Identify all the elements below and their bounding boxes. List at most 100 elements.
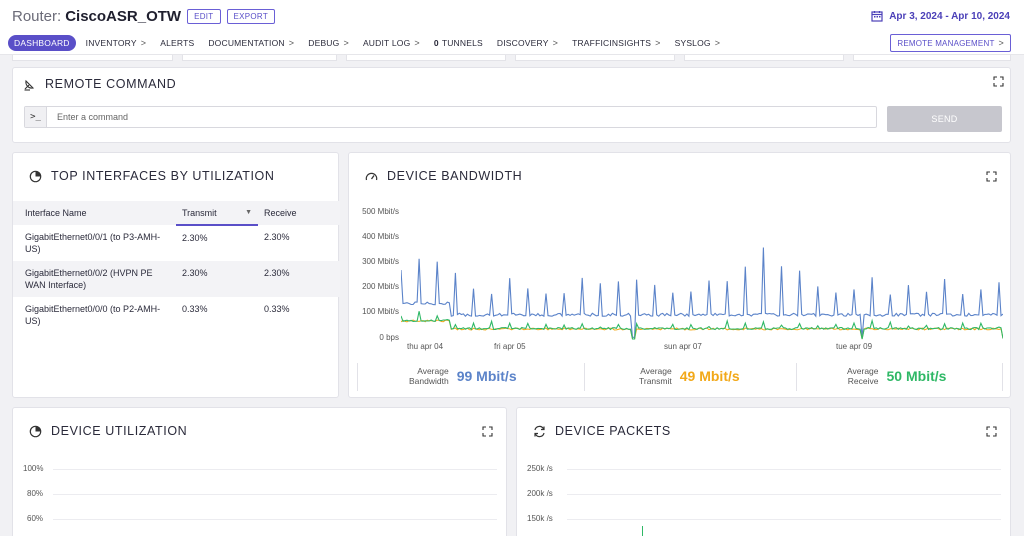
card-title: DEVICE BANDWIDTH — [365, 169, 522, 183]
y-tick-label: 200k /s — [527, 489, 553, 498]
gridline — [53, 469, 497, 470]
nav-discovery[interactable]: DISCOVERY > — [497, 38, 558, 48]
nav-label: DEBUG — [308, 38, 340, 48]
column-header-receive[interactable]: Receive — [258, 201, 340, 225]
nav-syslog[interactable]: SYSLOG > — [675, 38, 721, 48]
command-input[interactable] — [47, 107, 876, 127]
nav-documentation[interactable]: DOCUMENTATION > — [208, 38, 294, 48]
nav-label: TUNNELS — [441, 38, 483, 48]
column-header-transmit[interactable]: Transmit ▼ — [176, 201, 258, 226]
card-title: DEVICE PACKETS — [533, 424, 671, 438]
column-header-interface[interactable]: Interface Name — [13, 201, 176, 225]
receive-value: 2.30% — [264, 232, 290, 242]
chevron-right-icon: > — [343, 38, 349, 48]
edit-button[interactable]: EDIT — [187, 9, 221, 24]
nav-trafficinsights[interactable]: TRAFFICINSIGHTS > — [572, 38, 661, 48]
table-row[interactable]: GigabitEthernet0/0/2 (HVPN PE WAN Interf… — [13, 261, 340, 297]
table-header-row: Interface Name Transmit ▼ Receive — [13, 201, 340, 226]
card-edge — [182, 55, 337, 61]
y-tick-label: 0 bps — [379, 333, 399, 342]
stat-label-line: Average — [847, 366, 879, 376]
stat-label-line: Receive — [847, 376, 879, 386]
stat-label-line: Average — [640, 366, 672, 376]
card-title: TOP INTERFACES BY UTILIZATION — [29, 169, 274, 183]
stat-label-line: Average — [417, 366, 449, 376]
chevron-right-icon: > — [998, 38, 1004, 48]
interfaces-table: Interface Name Transmit ▼ Receive Gigabi… — [13, 201, 340, 333]
device-packets-card: DEVICE PACKETS 250k /s 200k /s 150k /s — [516, 407, 1011, 536]
stat-value: 49 Mbit/s — [679, 368, 740, 384]
transmit-value: 2.30% — [182, 233, 208, 243]
device-utilization-card: DEVICE UTILIZATION 100% 80% 60% — [12, 407, 507, 536]
chevron-right-icon: > — [288, 38, 295, 48]
gridline — [53, 494, 497, 495]
divider — [357, 363, 358, 391]
nav-tunnels[interactable]: 0 TUNNELS — [434, 38, 483, 48]
column-header-label: Transmit — [182, 207, 217, 218]
y-tick-label: 100% — [23, 464, 44, 473]
export-button[interactable]: EXPORT — [226, 9, 276, 24]
remote-management-button[interactable]: REMOTE MANAGEMENT > — [890, 34, 1011, 52]
chevron-right-icon: > — [140, 38, 147, 48]
card-title: REMOTE COMMAND — [23, 77, 176, 91]
transmit-value: 0.33% — [182, 304, 208, 314]
table-row[interactable]: GigabitEthernet0/0/0 (to P2-AMH-US) 0.33… — [13, 297, 340, 333]
nav-label: DASHBOARD — [14, 38, 70, 48]
expand-icon[interactable] — [482, 426, 493, 437]
top-interfaces-card: TOP INTERFACES BY UTILIZATION Interface … — [12, 152, 340, 398]
card-edge — [346, 55, 506, 61]
main-nav: DASHBOARD INVENTORY > ALERTS DOCUMENTATIO… — [8, 35, 734, 51]
x-tick-label: thu apr 04 — [407, 342, 444, 351]
chevron-right-icon: > — [714, 38, 721, 48]
gridline — [567, 519, 1001, 520]
y-tick-label: 400 Mbit/s — [362, 232, 399, 241]
nav-debug[interactable]: DEBUG > — [308, 38, 349, 48]
nav-dashboard[interactable]: DASHBOARD — [8, 35, 76, 51]
nav-audit-log[interactable]: AUDIT LOG > — [363, 38, 420, 48]
interface-name: GigabitEthernet0/0/0 (to P2-AMH-US) — [25, 304, 161, 326]
top-interfaces-title: TOP INTERFACES BY UTILIZATION — [51, 169, 275, 183]
y-tick-label: 200 Mbit/s — [362, 282, 399, 291]
card-title: DEVICE UTILIZATION — [29, 424, 187, 438]
nav-label: INVENTORY — [85, 38, 137, 48]
divider — [1002, 363, 1003, 391]
nav-label: AUDIT LOG — [362, 38, 411, 48]
router-name: CiscoASR_OTW — [65, 8, 182, 25]
remote-management-label: REMOTE MANAGEMENT — [897, 38, 995, 48]
expand-icon[interactable] — [986, 426, 997, 437]
table-row[interactable]: GigabitEthernet0/0/1 (to P3-AMH-US) 2.30… — [13, 225, 340, 261]
sync-arrows-icon — [534, 425, 545, 437]
card-edge — [515, 55, 675, 61]
date-range-text: Apr 3, 2024 - Apr 10, 2024 — [889, 10, 1010, 22]
stat-average-transmit: Average Transmit 49 Mbit/s — [639, 366, 740, 386]
stat-label-line: Bandwidth — [409, 376, 449, 386]
nav-label: DISCOVERY — [496, 38, 549, 48]
packet-spike — [642, 526, 643, 536]
y-tick-label: 300 Mbit/s — [362, 257, 399, 266]
nav-inventory[interactable]: INVENTORY > — [86, 38, 147, 48]
nav-alerts[interactable]: ALERTS — [160, 38, 194, 48]
nav-label: DOCUMENTATION — [208, 38, 285, 48]
chevron-right-icon: > — [655, 38, 661, 48]
card-edge — [12, 55, 173, 61]
interface-name: GigabitEthernet0/0/2 (HVPN PE WAN Interf… — [13, 261, 176, 297]
y-tick-label: 60% — [27, 514, 44, 523]
chevron-right-icon: > — [552, 38, 559, 48]
expand-icon[interactable] — [993, 76, 1004, 87]
expand-icon[interactable] — [986, 171, 997, 182]
date-range-picker[interactable]: Apr 3, 2024 - Apr 10, 2024 — [871, 10, 1010, 22]
y-tick-label: 150k /s — [527, 514, 553, 523]
x-tick-label: tue apr 09 — [836, 342, 873, 351]
bandwidth-series-line — [401, 247, 1003, 338]
chevron-right-icon: > — [414, 38, 420, 48]
y-tick-label: 80% — [27, 489, 44, 498]
y-tick-label: 100 Mbit/s — [362, 307, 399, 316]
send-button[interactable]: SEND — [887, 106, 1002, 132]
device-packets-title: DEVICE PACKETS — [555, 424, 671, 438]
receive-value: 2.30% — [258, 261, 340, 297]
sort-desc-icon: ▼ — [245, 208, 252, 216]
card-edge — [684, 55, 844, 61]
receive-series-line — [401, 311, 1003, 340]
bandwidth-plot — [401, 247, 1003, 340]
gridline — [567, 494, 1001, 495]
